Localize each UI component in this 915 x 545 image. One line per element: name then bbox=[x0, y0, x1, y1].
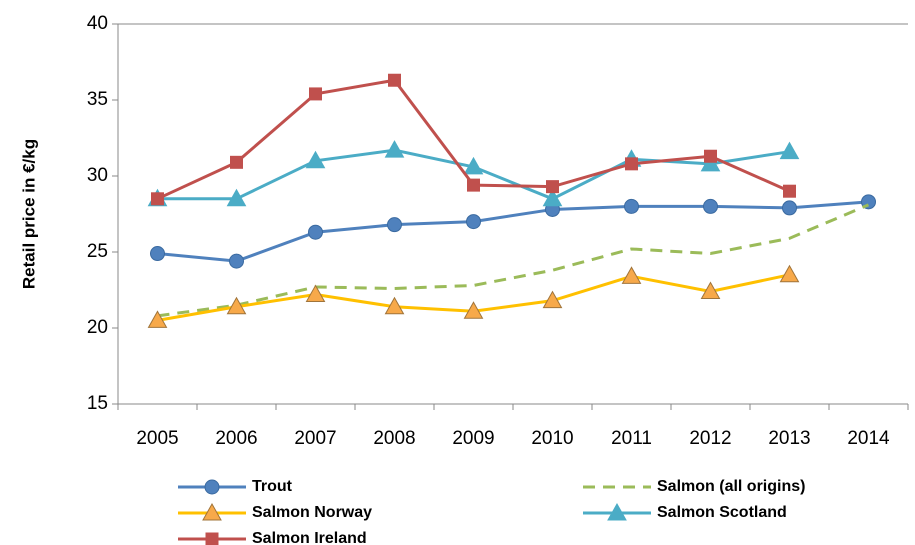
data-point bbox=[783, 184, 796, 198]
data-point bbox=[150, 246, 165, 262]
data-point bbox=[621, 266, 642, 284]
data-point bbox=[387, 217, 402, 233]
legend-label: Trout bbox=[252, 478, 293, 495]
legend-marker bbox=[202, 502, 222, 521]
data-point bbox=[309, 87, 322, 101]
data-point bbox=[388, 73, 401, 87]
y-tick-label: 30 bbox=[87, 165, 108, 186]
y-tick-label: 35 bbox=[87, 89, 108, 110]
data-point bbox=[779, 141, 800, 160]
x-tick-label: 2012 bbox=[689, 428, 731, 449]
x-tick-label: 2008 bbox=[373, 428, 415, 449]
data-point bbox=[305, 150, 326, 169]
legend-label: Salmon (all origins) bbox=[657, 478, 805, 495]
data-point bbox=[305, 284, 326, 303]
data-point bbox=[625, 157, 638, 171]
x-tick-label: 2011 bbox=[611, 428, 652, 449]
y-tick-label: 40 bbox=[87, 13, 108, 34]
data-point bbox=[384, 296, 405, 315]
legend-label: Salmon Scotland bbox=[657, 504, 787, 521]
data-point bbox=[308, 224, 323, 240]
data-point bbox=[230, 155, 243, 169]
data-point bbox=[624, 198, 639, 214]
x-tick-label: 2006 bbox=[215, 428, 257, 449]
x-tick-label: 2005 bbox=[136, 428, 178, 449]
series-line bbox=[157, 200, 869, 263]
data-point bbox=[700, 153, 721, 172]
data-point bbox=[703, 198, 718, 214]
y-tick-label: 25 bbox=[87, 241, 108, 262]
data-point bbox=[542, 290, 563, 309]
y-tick-label: 15 bbox=[87, 393, 108, 414]
data-point bbox=[779, 264, 800, 283]
legend-label: Salmon Norway bbox=[252, 504, 372, 521]
x-tick-label: 2009 bbox=[452, 428, 494, 449]
data-point bbox=[147, 310, 168, 328]
x-tick-label: 2010 bbox=[531, 428, 573, 449]
x-tick-label: 2007 bbox=[294, 428, 336, 449]
legend-label: Salmon Ireland bbox=[252, 530, 367, 545]
data-point bbox=[466, 214, 481, 230]
data-point bbox=[384, 140, 405, 158]
data-point bbox=[704, 149, 717, 163]
data-point bbox=[782, 200, 797, 216]
y-axis-label: Retail price in €/kg bbox=[19, 139, 38, 289]
legend-marker bbox=[204, 479, 220, 495]
legend-marker bbox=[607, 502, 627, 521]
x-tick-label: 2013 bbox=[768, 428, 810, 449]
series-line bbox=[157, 203, 870, 318]
x-tick-label: 2014 bbox=[847, 428, 890, 449]
data-point bbox=[700, 281, 721, 300]
data-point bbox=[463, 156, 484, 175]
y-tick-label: 20 bbox=[87, 317, 108, 338]
data-point bbox=[229, 253, 244, 269]
data-point bbox=[226, 188, 247, 207]
data-point bbox=[546, 180, 559, 194]
data-point bbox=[463, 301, 484, 319]
data-point bbox=[542, 188, 563, 207]
data-point bbox=[151, 192, 164, 206]
data-point bbox=[226, 296, 247, 315]
data-point bbox=[467, 178, 480, 192]
legend-marker bbox=[205, 532, 219, 545]
